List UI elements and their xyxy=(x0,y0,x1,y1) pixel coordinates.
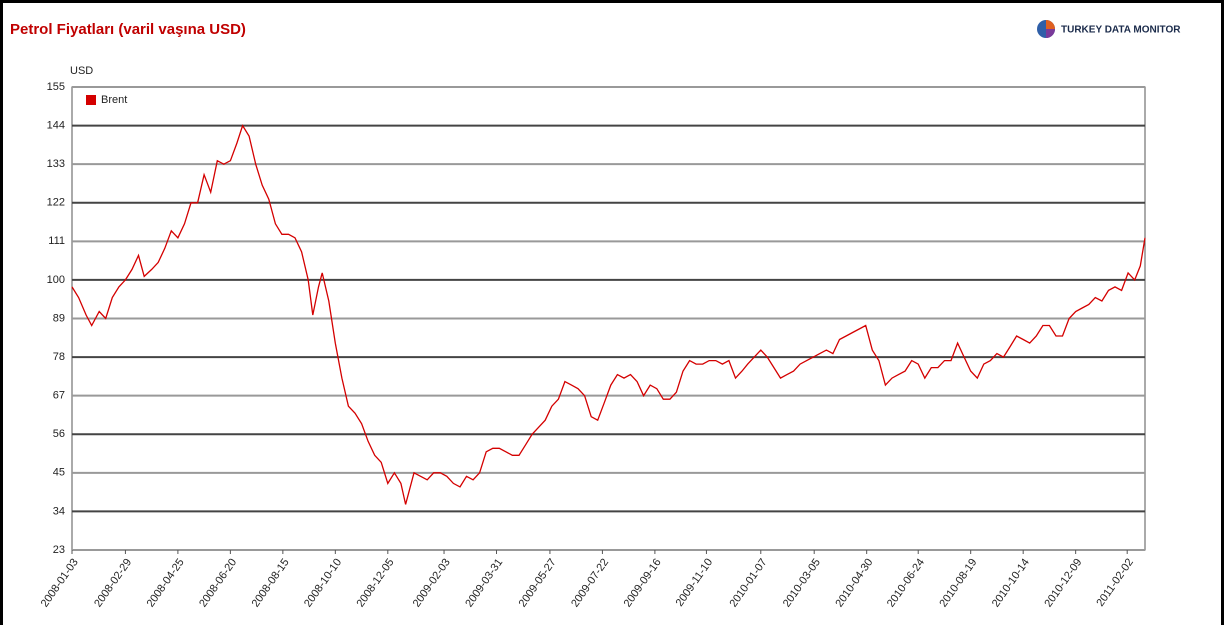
logo: TURKEY DATA MONITOR xyxy=(1037,20,1181,38)
y-tick-label: 89 xyxy=(53,312,65,324)
y-tick-label: 144 xyxy=(47,119,65,131)
x-tick-label: 2008-12-05 xyxy=(355,557,397,610)
x-tick-label: 2008-06-20 xyxy=(197,557,239,610)
x-tick-label: 2010-01-07 xyxy=(728,557,770,610)
y-tick-label: 23 xyxy=(53,544,65,556)
y-axis-label: USD xyxy=(70,65,93,77)
x-tick-label: 2009-03-31 xyxy=(463,557,505,610)
legend-swatch xyxy=(86,95,96,105)
y-tick-label: 155 xyxy=(47,81,65,93)
y-tick-label: 133 xyxy=(47,158,65,170)
y-tick-label: 45 xyxy=(53,467,65,479)
x-tick-label: 2011-02-02 xyxy=(1094,557,1136,609)
x-tick-label: 2010-03-05 xyxy=(781,557,823,610)
y-tick-label: 67 xyxy=(53,390,65,402)
x-tick-label: 2008-08-15 xyxy=(250,557,292,610)
data-line xyxy=(71,124,1146,505)
x-tick-label: 2009-05-27 xyxy=(517,557,559,610)
x-tick-label: 2008-04-25 xyxy=(145,557,187,610)
brand: TURKEY DATA MONITOR xyxy=(1061,25,1181,36)
x-tick-label: 2010-08-19 xyxy=(937,557,979,610)
y-tick-label: 100 xyxy=(47,274,65,286)
y-tick-label: 78 xyxy=(53,351,65,363)
x-tick-label: 2009-07-22 xyxy=(569,557,611,610)
x-tick-label: 2010-10-14 xyxy=(990,557,1032,610)
x-tick-label: 2010-04-30 xyxy=(833,557,875,610)
x-tick-label: 2009-09-16 xyxy=(622,557,664,610)
y-tick-label: 34 xyxy=(53,505,65,517)
x-tick-label: 2008-01-03 xyxy=(39,557,81,610)
x-tick-label: 2008-02-29 xyxy=(92,557,134,610)
x-tick-label: 2009-02-03 xyxy=(411,557,453,610)
legend-label: Brent xyxy=(101,94,127,106)
x-tick-label: 2010-06-24 xyxy=(885,557,927,610)
y-tick-label: 111 xyxy=(48,235,65,247)
y-tick-label: 56 xyxy=(53,428,65,440)
x-tick-label: 2008-10-10 xyxy=(302,557,344,610)
x-tick-label: 2010-12-09 xyxy=(1042,557,1084,610)
y-tick-label: 122 xyxy=(47,197,65,209)
chart-title: Petrol Fiyatları (varil vaşına USD) xyxy=(10,21,246,38)
x-tick-label: 2009-11-10 xyxy=(674,557,716,609)
